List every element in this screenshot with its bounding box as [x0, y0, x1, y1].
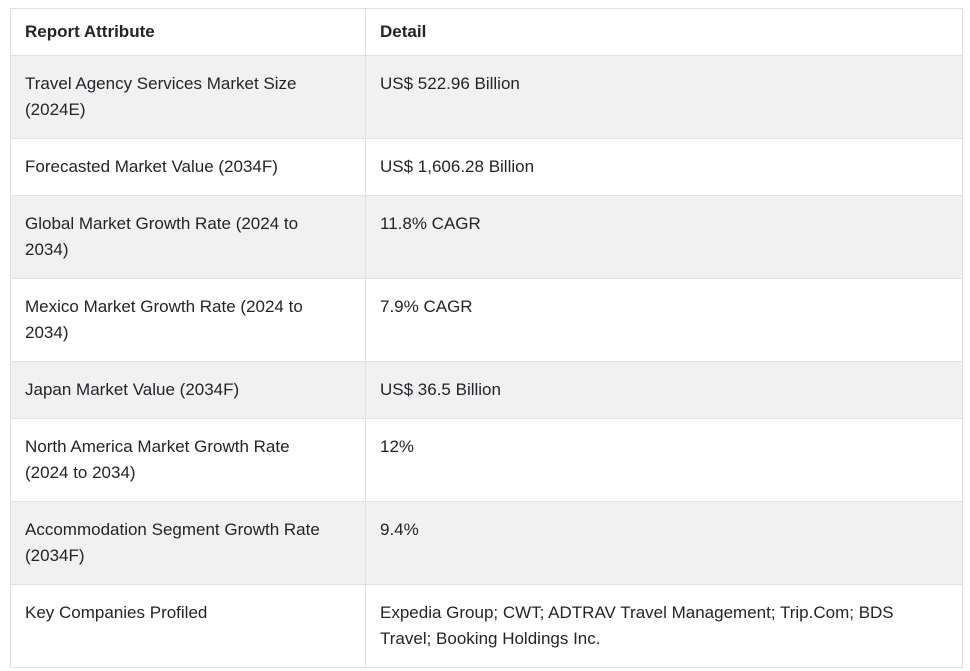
detail-cell: 12%: [365, 418, 963, 502]
header-row: Report Attribute Detail: [10, 8, 963, 56]
detail-cell: US$ 36.5 Billion: [365, 361, 963, 419]
detail-cell: Expedia Group; CWT; ADTRAV Travel Manage…: [365, 584, 963, 668]
report-attributes-table: Report Attribute Detail Travel Agency Se…: [10, 8, 963, 668]
attribute-cell: Key Companies Profiled: [10, 584, 366, 668]
table-row: Japan Market Value (2034F) US$ 36.5 Bill…: [10, 361, 963, 419]
table-row: Global Market Growth Rate (2024 to 2034)…: [10, 195, 963, 279]
detail-cell: US$ 1,606.28 Billion: [365, 138, 963, 196]
table-row: Forecasted Market Value (2034F) US$ 1,60…: [10, 138, 963, 196]
attribute-cell: Mexico Market Growth Rate (2024 to 2034): [10, 278, 366, 362]
table-row: Mexico Market Growth Rate (2024 to 2034)…: [10, 278, 963, 362]
table-row: Travel Agency Services Market Size (2024…: [10, 55, 963, 139]
detail-cell: 9.4%: [365, 501, 963, 585]
table-row: Key Companies Profiled Expedia Group; CW…: [10, 584, 963, 668]
attribute-cell: North America Market Growth Rate (2024 t…: [10, 418, 366, 502]
attribute-cell: Accommodation Segment Growth Rate (2034F…: [10, 501, 366, 585]
detail-cell: US$ 522.96 Billion: [365, 55, 963, 139]
table-row: North America Market Growth Rate (2024 t…: [10, 418, 963, 502]
table-row: Accommodation Segment Growth Rate (2034F…: [10, 501, 963, 585]
detail-cell: 11.8% CAGR: [365, 195, 963, 279]
attribute-cell: Global Market Growth Rate (2024 to 2034): [10, 195, 366, 279]
column-header-report-attribute: Report Attribute: [10, 8, 366, 56]
table-header: Report Attribute Detail: [10, 8, 963, 56]
attribute-cell: Japan Market Value (2034F): [10, 361, 366, 419]
column-header-detail: Detail: [365, 8, 963, 56]
attribute-cell: Forecasted Market Value (2034F): [10, 138, 366, 196]
table-body: Travel Agency Services Market Size (2024…: [10, 55, 963, 668]
detail-cell: 7.9% CAGR: [365, 278, 963, 362]
attribute-cell: Travel Agency Services Market Size (2024…: [10, 55, 366, 139]
